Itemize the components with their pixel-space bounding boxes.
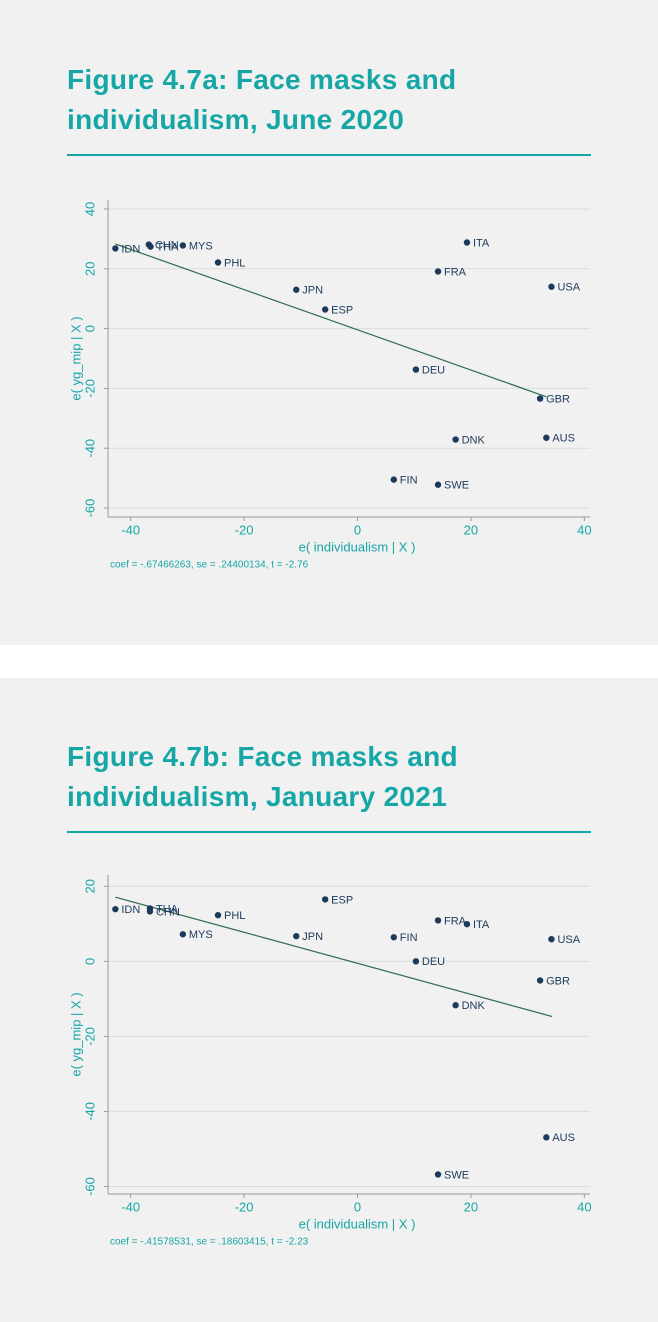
x-tick-label: 20 [464,522,478,537]
point [548,283,555,290]
point-label: CHN [156,906,180,918]
x-tick-label: -40 [121,522,140,537]
point [390,476,397,483]
point [321,896,329,903]
point-label: DNK [462,434,486,446]
chart-title: Figure 4.7a: Face masks and individualis… [67,64,457,135]
point-label: FIN [400,475,418,487]
fit-line [115,243,547,398]
point [536,977,544,984]
point-label: IDN [121,904,140,916]
y-tick-label: -60 [82,499,97,518]
point [536,395,544,402]
x-axis-title: e( individualism | X ) [299,539,416,554]
point [214,259,222,266]
point [112,905,119,913]
point [293,932,300,940]
point-label: MYS [189,240,213,252]
point [412,958,420,965]
point [179,931,187,938]
y-tick-label: -60 [82,1177,97,1196]
note: coef = -.67466263, se = .24400134, t = -… [110,560,309,571]
point-label: AUS [552,433,575,445]
point [434,481,442,488]
point-label: USA [557,282,580,294]
point-label: FIN [400,932,418,944]
x-tick-label: -20 [235,1199,254,1214]
y-tick-label: 20 [82,879,97,893]
y-axis-title: e( yg_mip | X ) [68,992,83,1076]
point [543,1134,550,1141]
point-label: SWE [444,1169,469,1181]
x-tick-label: 40 [577,522,591,537]
y-tick-label: 0 [82,958,97,965]
point [434,268,442,275]
point [463,920,471,928]
point [179,242,187,249]
x-tick-label: 40 [577,1199,591,1214]
note: coef = -.41578531, se = .18603415, t = -… [110,1237,309,1248]
y-tick-label: 20 [82,262,97,276]
fit-line [115,896,553,1018]
point-label: SWE [444,480,469,492]
point-label: PHL [224,910,245,922]
point-label: JPN [302,285,323,297]
point-label: DEU [422,364,445,376]
panel-background [0,678,658,1322]
y-tick-label: -20 [82,379,97,398]
y-tick-label: 0 [82,325,97,332]
x-tick-label: 0 [354,522,361,537]
point [321,306,329,313]
point-label: USA [557,934,580,946]
x-tick-label: 0 [354,1199,361,1214]
point-label: IDN [121,243,140,255]
point [548,935,555,943]
point-label: FRA [444,915,467,927]
point-label: DEU [422,956,445,968]
point [214,911,222,919]
point [452,1002,459,1009]
x-tick-label: -20 [235,522,254,537]
point [434,1171,442,1178]
point-label: JPN [302,931,323,943]
y-axis-title: e( yg_mip | X ) [68,316,83,400]
point [147,243,154,250]
x-tick-label: -40 [121,1199,140,1214]
y-tick-label: -20 [82,1027,97,1046]
point [434,917,442,924]
point-label: MYS [189,929,213,941]
point [463,239,471,246]
point [112,245,119,252]
point-label: AUS [552,1132,575,1144]
point-label: THA [157,242,180,254]
point-label: ITA [473,237,490,249]
y-tick-label: 40 [82,202,97,216]
point-label: ESP [331,304,353,316]
point-label: CHN [155,239,179,251]
point [412,366,420,373]
point-label: PHL [224,257,245,269]
point [146,908,154,915]
point [452,436,459,443]
point [390,934,397,941]
point-label: THA [156,903,179,915]
y-tick-label: -40 [82,1102,97,1121]
point-label: FRA [444,266,467,278]
point-label: GBR [546,975,570,987]
point-label: ITA [473,919,490,931]
point-label: ESP [331,894,353,906]
y-tick-label: -40 [82,439,97,458]
panel-background [0,0,658,645]
x-axis-title: e( individualism | X ) [299,1216,416,1231]
chart-title: Figure 4.7b: Face masks and individualis… [67,741,458,812]
point [293,286,300,293]
point-label: GBR [546,393,570,405]
point-label: DNK [462,1000,486,1012]
x-tick-label: 20 [464,1199,478,1214]
point [543,434,550,441]
